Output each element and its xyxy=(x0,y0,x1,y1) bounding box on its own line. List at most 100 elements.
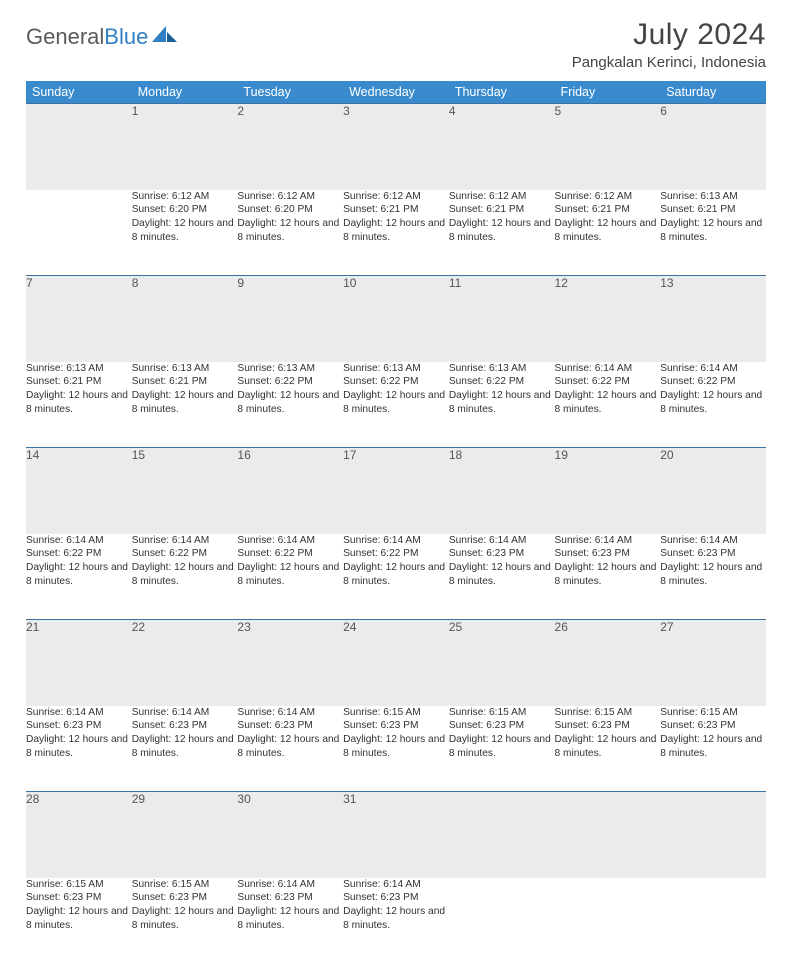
sail-icon xyxy=(152,24,178,50)
empty-cell xyxy=(660,878,766,964)
day-number-cell: 19 xyxy=(555,448,661,534)
sunrise-line: Sunrise: 6:14 AM xyxy=(343,878,449,892)
day-number-row: 14151617181920 xyxy=(26,448,766,534)
day-content-cell: Sunrise: 6:13 AMSunset: 6:22 PMDaylight:… xyxy=(449,362,555,448)
sunset-line: Sunset: 6:23 PM xyxy=(237,719,343,733)
day-content-row: Sunrise: 6:14 AMSunset: 6:22 PMDaylight:… xyxy=(26,534,766,620)
day-content-row: Sunrise: 6:13 AMSunset: 6:21 PMDaylight:… xyxy=(26,362,766,448)
day-content-cell: Sunrise: 6:14 AMSunset: 6:22 PMDaylight:… xyxy=(660,362,766,448)
daylight-line: Daylight: 12 hours and 8 minutes. xyxy=(132,217,238,245)
sunset-line: Sunset: 6:22 PM xyxy=(555,375,661,389)
day-number-cell: 28 xyxy=(26,792,132,878)
day-number-row: 28293031 xyxy=(26,792,766,878)
brand-part1: General xyxy=(26,24,104,50)
day-content-cell: Sunrise: 6:12 AMSunset: 6:20 PMDaylight:… xyxy=(237,190,343,276)
daylight-line: Daylight: 12 hours and 8 minutes. xyxy=(555,389,661,417)
day-number-cell: 3 xyxy=(343,104,449,190)
sunrise-line: Sunrise: 6:15 AM xyxy=(132,878,238,892)
daylight-line: Daylight: 12 hours and 8 minutes. xyxy=(449,733,555,761)
day-number-cell: 27 xyxy=(660,620,766,706)
sunrise-line: Sunrise: 6:12 AM xyxy=(449,190,555,204)
day-content-cell: Sunrise: 6:14 AMSunset: 6:23 PMDaylight:… xyxy=(660,534,766,620)
day-number-cell: 12 xyxy=(555,276,661,362)
daylight-line: Daylight: 12 hours and 8 minutes. xyxy=(343,905,449,933)
day-number-row: 123456 xyxy=(26,104,766,190)
day-content-cell: Sunrise: 6:13 AMSunset: 6:21 PMDaylight:… xyxy=(132,362,238,448)
sunrise-line: Sunrise: 6:14 AM xyxy=(132,706,238,720)
day-content-cell: Sunrise: 6:14 AMSunset: 6:23 PMDaylight:… xyxy=(555,534,661,620)
day-content-cell: Sunrise: 6:14 AMSunset: 6:22 PMDaylight:… xyxy=(132,534,238,620)
sunrise-line: Sunrise: 6:13 AM xyxy=(237,362,343,376)
sunset-line: Sunset: 6:20 PM xyxy=(132,203,238,217)
day-content-cell: Sunrise: 6:14 AMSunset: 6:23 PMDaylight:… xyxy=(237,706,343,792)
daylight-line: Daylight: 12 hours and 8 minutes. xyxy=(660,733,766,761)
sunset-line: Sunset: 6:23 PM xyxy=(660,547,766,561)
weekday-header: Saturday xyxy=(660,81,766,104)
day-content-cell: Sunrise: 6:13 AMSunset: 6:21 PMDaylight:… xyxy=(26,362,132,448)
empty-cell xyxy=(555,878,661,964)
day-content-cell: Sunrise: 6:14 AMSunset: 6:22 PMDaylight:… xyxy=(555,362,661,448)
weekday-header: Thursday xyxy=(449,81,555,104)
sunset-line: Sunset: 6:21 PM xyxy=(555,203,661,217)
day-number-cell: 9 xyxy=(237,276,343,362)
day-content-cell: Sunrise: 6:14 AMSunset: 6:23 PMDaylight:… xyxy=(449,534,555,620)
day-number-cell: 18 xyxy=(449,448,555,534)
sunset-line: Sunset: 6:23 PM xyxy=(555,719,661,733)
daylight-line: Daylight: 12 hours and 8 minutes. xyxy=(237,389,343,417)
weekday-header: Wednesday xyxy=(343,81,449,104)
daylight-line: Daylight: 12 hours and 8 minutes. xyxy=(132,733,238,761)
sunset-line: Sunset: 6:23 PM xyxy=(449,719,555,733)
sunset-line: Sunset: 6:22 PM xyxy=(132,547,238,561)
daylight-line: Daylight: 12 hours and 8 minutes. xyxy=(555,561,661,589)
sunset-line: Sunset: 6:23 PM xyxy=(132,891,238,905)
daylight-line: Daylight: 12 hours and 8 minutes. xyxy=(343,217,449,245)
sunset-line: Sunset: 6:23 PM xyxy=(26,891,132,905)
sunset-line: Sunset: 6:21 PM xyxy=(660,203,766,217)
sunset-line: Sunset: 6:23 PM xyxy=(132,719,238,733)
daylight-line: Daylight: 12 hours and 8 minutes. xyxy=(555,217,661,245)
sunrise-line: Sunrise: 6:15 AM xyxy=(26,878,132,892)
sunrise-line: Sunrise: 6:14 AM xyxy=(660,362,766,376)
daylight-line: Daylight: 12 hours and 8 minutes. xyxy=(449,217,555,245)
daylight-line: Daylight: 12 hours and 8 minutes. xyxy=(26,733,132,761)
day-content-cell: Sunrise: 6:14 AMSunset: 6:23 PMDaylight:… xyxy=(132,706,238,792)
day-number-cell: 7 xyxy=(26,276,132,362)
header: GeneralBlue July 2024 Pangkalan Kerinci,… xyxy=(26,18,766,71)
daylight-line: Daylight: 12 hours and 8 minutes. xyxy=(237,217,343,245)
sunrise-line: Sunrise: 6:14 AM xyxy=(555,534,661,548)
day-number-row: 78910111213 xyxy=(26,276,766,362)
day-content-cell: Sunrise: 6:15 AMSunset: 6:23 PMDaylight:… xyxy=(26,878,132,964)
day-number-cell: 20 xyxy=(660,448,766,534)
day-number-cell: 5 xyxy=(555,104,661,190)
daylight-line: Daylight: 12 hours and 8 minutes. xyxy=(237,561,343,589)
sunrise-line: Sunrise: 6:14 AM xyxy=(237,878,343,892)
daylight-line: Daylight: 12 hours and 8 minutes. xyxy=(343,389,449,417)
day-number-cell: 1 xyxy=(132,104,238,190)
daylight-line: Daylight: 12 hours and 8 minutes. xyxy=(660,561,766,589)
weekday-header: Tuesday xyxy=(237,81,343,104)
sunrise-line: Sunrise: 6:13 AM xyxy=(343,362,449,376)
daylight-line: Daylight: 12 hours and 8 minutes. xyxy=(237,905,343,933)
day-number-cell: 8 xyxy=(132,276,238,362)
day-number-cell: 6 xyxy=(660,104,766,190)
sunrise-line: Sunrise: 6:14 AM xyxy=(26,706,132,720)
day-number-cell: 17 xyxy=(343,448,449,534)
sunrise-line: Sunrise: 6:15 AM xyxy=(343,706,449,720)
daylight-line: Daylight: 12 hours and 8 minutes. xyxy=(26,561,132,589)
sunrise-line: Sunrise: 6:14 AM xyxy=(449,534,555,548)
sunset-line: Sunset: 6:20 PM xyxy=(237,203,343,217)
sunset-line: Sunset: 6:23 PM xyxy=(660,719,766,733)
empty-cell xyxy=(449,878,555,964)
sunrise-line: Sunrise: 6:13 AM xyxy=(660,190,766,204)
day-content-cell: Sunrise: 6:14 AMSunset: 6:23 PMDaylight:… xyxy=(26,706,132,792)
weekday-header: Friday xyxy=(555,81,661,104)
brand-part2: Blue xyxy=(104,24,148,50)
day-content-cell: Sunrise: 6:13 AMSunset: 6:22 PMDaylight:… xyxy=(343,362,449,448)
sunset-line: Sunset: 6:21 PM xyxy=(132,375,238,389)
day-content-row: Sunrise: 6:15 AMSunset: 6:23 PMDaylight:… xyxy=(26,878,766,964)
day-number-cell: 16 xyxy=(237,448,343,534)
sunset-line: Sunset: 6:21 PM xyxy=(343,203,449,217)
day-number-cell: 29 xyxy=(132,792,238,878)
day-number-cell: 24 xyxy=(343,620,449,706)
sunrise-line: Sunrise: 6:14 AM xyxy=(132,534,238,548)
